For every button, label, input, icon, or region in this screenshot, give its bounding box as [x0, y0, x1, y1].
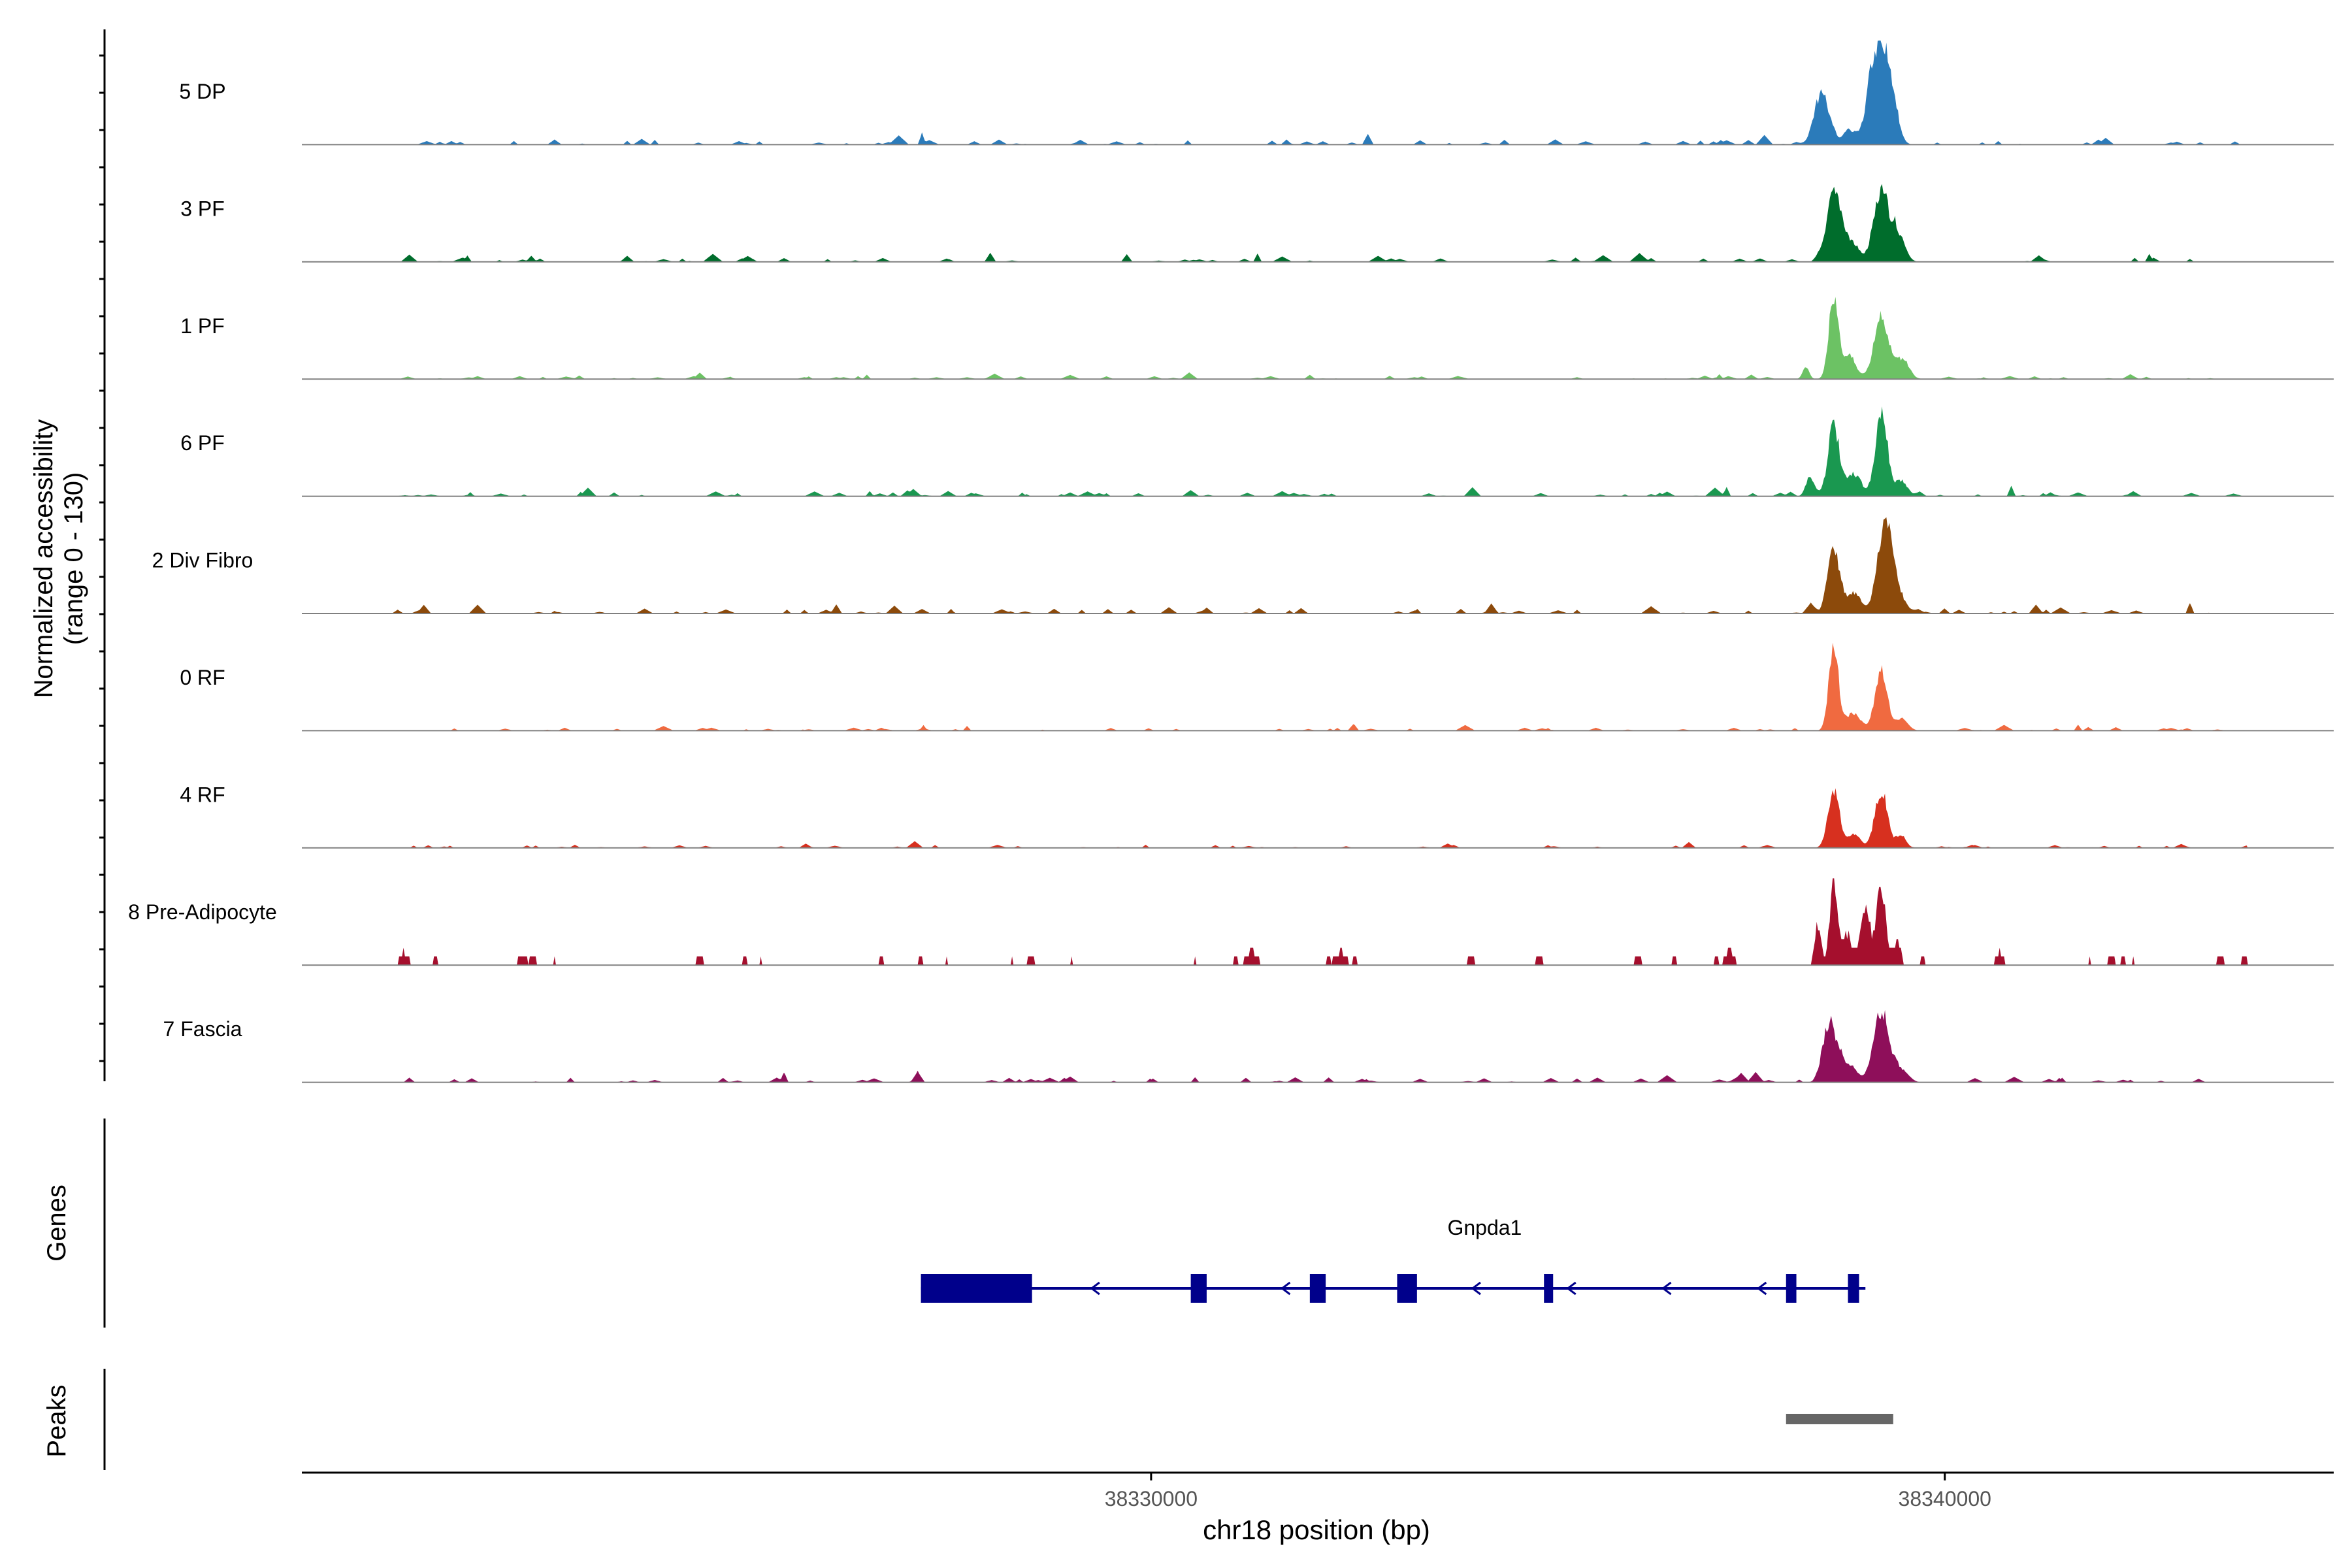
track-4-rf: 4 RF — [180, 783, 2334, 849]
strand-arrow — [1661, 1281, 1672, 1296]
gene-name-label: Gnpda1 — [1447, 1216, 1522, 1239]
track-5-dp: 5 DP — [179, 41, 2334, 146]
peaks-panel: Peaks — [42, 1369, 1893, 1470]
coverage-tracks: 5 DP 3 PF 1 PF 6 PF 2 Div Fibro 0 RF 4 RF 8 Pre… — [128, 41, 2334, 1083]
genes-panel-label: Genes — [42, 1184, 71, 1262]
strand-arrow — [1566, 1281, 1576, 1296]
gene-exon — [1190, 1274, 1207, 1303]
gene-exon — [1544, 1274, 1554, 1303]
track-8-pre-adipocyte: 8 Pre-Adipocyte — [128, 878, 2334, 966]
coverage-area — [302, 41, 2334, 145]
coverage-area — [302, 297, 2334, 380]
gene-exon — [1848, 1274, 1859, 1303]
track-label: 0 RF — [180, 666, 225, 689]
track-0-rf: 0 RF — [180, 642, 2334, 732]
track-7-fascia: 7 Fascia — [163, 1009, 2334, 1083]
track-label: 1 PF — [180, 314, 225, 338]
gene-exon — [1786, 1274, 1797, 1303]
coverage-area — [302, 517, 2334, 613]
strand-arrow — [1471, 1281, 1481, 1296]
gene-exon — [1309, 1274, 1326, 1303]
track-2-div-fibro: 2 Div Fibro — [152, 517, 2334, 614]
track-6-pf: 6 PF — [180, 406, 2334, 497]
gene-exon — [921, 1274, 1032, 1303]
track-label: 6 PF — [180, 431, 225, 455]
track-label: 7 Fascia — [163, 1017, 242, 1041]
track-label: 8 Pre-Adipocyte — [128, 900, 277, 924]
gene-model-gnpda1 — [921, 1274, 1866, 1303]
x-tick-label: 38340000 — [1899, 1487, 1991, 1511]
track-3-pf: 3 PF — [180, 184, 2334, 263]
x-axis-title: chr18 position (bp) — [1203, 1514, 1430, 1545]
genes-panel: Genes Gnpda1 — [42, 1119, 1866, 1328]
coverage-area — [302, 184, 2334, 262]
track-1-pf: 1 PF — [180, 297, 2334, 380]
track-label: 4 RF — [180, 783, 225, 806]
strand-arrow — [1280, 1281, 1291, 1296]
x-tick-label: 38330000 — [1105, 1487, 1198, 1511]
peak-regions — [1786, 1414, 1893, 1424]
tracks-y-ticks — [99, 54, 105, 1062]
coverage-area — [302, 788, 2334, 848]
peak-region — [1786, 1414, 1893, 1424]
coverage-area — [302, 1009, 2334, 1083]
x-axis: 38330000 38340000 chr18 position (bp) — [302, 1471, 2334, 1545]
y-axis-title-line1: Normalized accessibility — [29, 419, 58, 698]
track-label: 2 Div Fibro — [152, 549, 253, 572]
y-axis-title: Normalized accessibility (range 0 - 130) — [29, 419, 88, 698]
track-label: 5 DP — [179, 80, 225, 103]
y-axis-title-line2: (range 0 - 130) — [59, 472, 88, 645]
strand-arrow — [1756, 1281, 1767, 1296]
track-label: 3 PF — [180, 197, 225, 220]
gene-exon — [1397, 1274, 1417, 1303]
peaks-panel-label: Peaks — [42, 1384, 71, 1457]
strand-arrow — [1090, 1281, 1100, 1296]
x-axis-ticks: 38330000 38340000 — [1105, 1473, 1991, 1511]
coverage-area — [302, 406, 2334, 497]
